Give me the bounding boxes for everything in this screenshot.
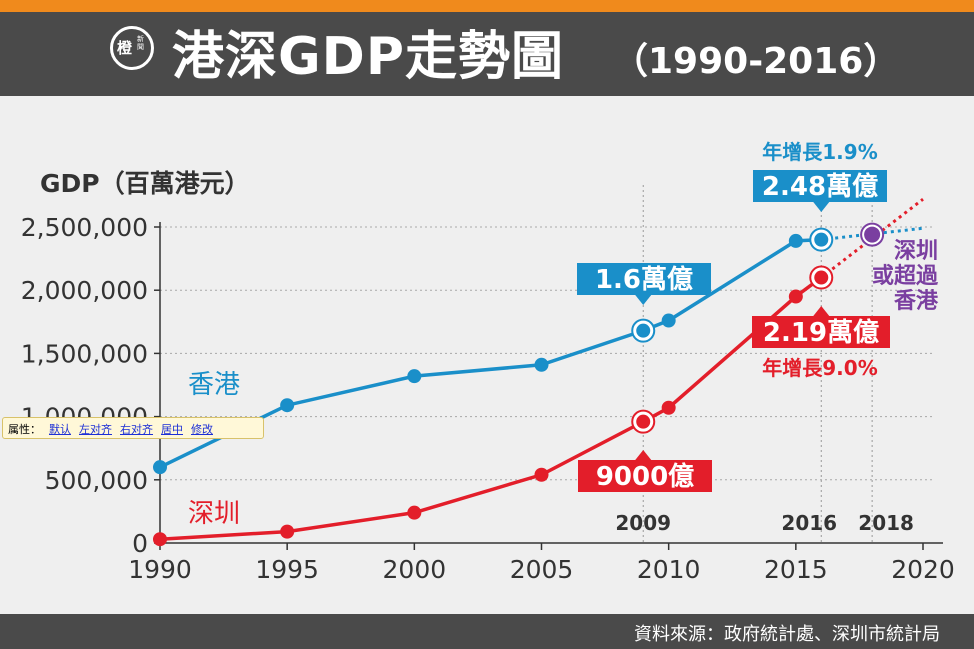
source-note: 資料來源：政府統計處、深圳市統計局 bbox=[634, 624, 940, 645]
sz-data-point bbox=[814, 270, 829, 285]
hk-growth-label: 年增長1.9% bbox=[762, 140, 877, 164]
align-right-link[interactable]: 右对齐 bbox=[120, 423, 153, 436]
hk-data-point bbox=[814, 232, 829, 247]
top-accent-bar bbox=[0, 0, 974, 12]
x-tick-label: 2000 bbox=[383, 555, 447, 584]
chart-subtitle-years: （1990-2016） bbox=[612, 41, 900, 82]
sz-2016-callout-box bbox=[752, 316, 890, 348]
hk-data-point bbox=[153, 460, 167, 475]
align-left-link[interactable]: 左对齐 bbox=[79, 423, 112, 436]
x-tick-label: 2005 bbox=[510, 555, 574, 584]
y-tick-label: 2,000,000 bbox=[21, 276, 148, 305]
footer-bar: 資料來源：政府統計處、深圳市統計局 bbox=[0, 614, 974, 649]
sz-2009-callout-box bbox=[578, 460, 712, 492]
sz-series-line bbox=[159, 276, 823, 541]
hk-data-point bbox=[407, 369, 422, 384]
logo-sub-text: 新聞 bbox=[137, 35, 144, 51]
x-tick-label: 2015 bbox=[764, 555, 828, 584]
edit-link[interactable]: 修改 bbox=[191, 423, 213, 436]
sz-2009-callout-text: 9000億 bbox=[596, 462, 694, 492]
logo-main-char: 橙 bbox=[117, 39, 133, 57]
sz-2009-callout-arrow bbox=[635, 450, 652, 460]
y-tick-label: 500,000 bbox=[45, 466, 148, 495]
sz-data-point bbox=[534, 467, 549, 482]
align-center-link[interactable]: 居中 bbox=[161, 423, 183, 436]
hk-2016-callout-box bbox=[753, 170, 887, 202]
crossover-point bbox=[864, 226, 881, 243]
sz-data-point bbox=[153, 532, 167, 547]
crossover-label: 深圳 bbox=[894, 239, 938, 264]
hk-data-point bbox=[534, 357, 549, 372]
hk-2016-callout-arrow bbox=[813, 202, 830, 212]
chart-title: 港深GDP走勢圖 bbox=[172, 27, 564, 87]
hk-2009-callout-text: 1.6萬億 bbox=[595, 265, 693, 295]
y-tick-label: 1,500,000 bbox=[21, 339, 148, 368]
sz-series-label: 深圳 bbox=[188, 499, 240, 529]
hk-2009-callout-arrow bbox=[635, 295, 652, 305]
y-axis-label: GDP（百萬港元） bbox=[40, 169, 250, 198]
gdp-chart: 0500,0001,000,0001,500,0002,000,0002,500… bbox=[21, 140, 955, 584]
sz-2016-callout-text: 2.19萬億 bbox=[763, 318, 879, 348]
attribute-label: 属性： bbox=[8, 423, 41, 436]
hk-data-point bbox=[280, 398, 295, 413]
hk-data-point bbox=[661, 313, 676, 328]
x-tick-label: 1990 bbox=[128, 555, 192, 584]
align-default-link[interactable]: 默认 bbox=[49, 423, 71, 436]
sz-data-point bbox=[407, 505, 422, 520]
reference-year-label: 2009 bbox=[615, 511, 671, 535]
crossover-label: 或超過 bbox=[872, 263, 939, 289]
hk-data-point bbox=[636, 323, 651, 338]
sz-growth-label: 年增長9.0% bbox=[762, 356, 877, 380]
crossover-label: 香港 bbox=[894, 289, 939, 314]
publisher-logo: 橙 新聞 bbox=[110, 26, 154, 70]
y-tick-label: 2,500,000 bbox=[21, 213, 148, 242]
header-bar bbox=[0, 12, 974, 96]
attribute-toolbar: 属性： 默认 左对齐 右对齐 居中 修改 bbox=[2, 417, 264, 439]
x-tick-label: 2020 bbox=[891, 555, 955, 584]
sz-2016-callout-arrow bbox=[813, 306, 830, 316]
x-tick-label: 2010 bbox=[637, 555, 701, 584]
sz-data-point bbox=[661, 400, 676, 415]
sz-data-point bbox=[636, 414, 651, 429]
y-tick-label: 0 bbox=[132, 529, 148, 558]
reference-year-label: 2016 bbox=[781, 511, 837, 535]
hk-series-label: 香港 bbox=[188, 370, 240, 400]
hk-series-line bbox=[159, 237, 822, 469]
hk-2016-callout-text: 2.48萬億 bbox=[762, 172, 878, 202]
hk-2009-callout-box bbox=[577, 263, 711, 295]
sz-data-point bbox=[280, 524, 295, 539]
hk-data-point bbox=[788, 233, 803, 248]
reference-year-label: 2018 bbox=[858, 511, 914, 535]
x-tick-label: 1995 bbox=[255, 555, 319, 584]
sz-data-point bbox=[788, 289, 803, 304]
